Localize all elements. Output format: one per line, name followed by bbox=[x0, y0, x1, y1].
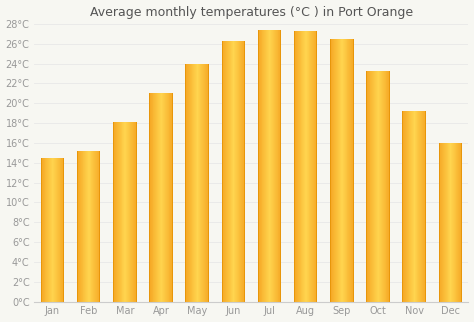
Bar bbox=[280, 30, 281, 302]
Bar bbox=[136, 122, 137, 302]
Bar bbox=[77, 151, 78, 302]
Bar bbox=[208, 63, 209, 302]
Bar bbox=[221, 41, 222, 302]
Bar bbox=[172, 93, 173, 302]
Bar bbox=[461, 143, 462, 302]
Bar bbox=[258, 30, 259, 302]
Title: Average monthly temperatures (°C ) in Port Orange: Average monthly temperatures (°C ) in Po… bbox=[90, 5, 413, 19]
Bar bbox=[244, 41, 245, 302]
Bar bbox=[402, 111, 403, 302]
Bar bbox=[330, 39, 331, 302]
Bar bbox=[294, 31, 295, 302]
Bar bbox=[41, 158, 42, 302]
Bar bbox=[438, 143, 439, 302]
Bar bbox=[389, 71, 390, 302]
Bar bbox=[113, 122, 114, 302]
Bar bbox=[353, 39, 354, 302]
Bar bbox=[317, 31, 318, 302]
Bar bbox=[366, 71, 367, 302]
Bar bbox=[149, 93, 150, 302]
Bar bbox=[185, 63, 186, 302]
Bar bbox=[425, 111, 426, 302]
